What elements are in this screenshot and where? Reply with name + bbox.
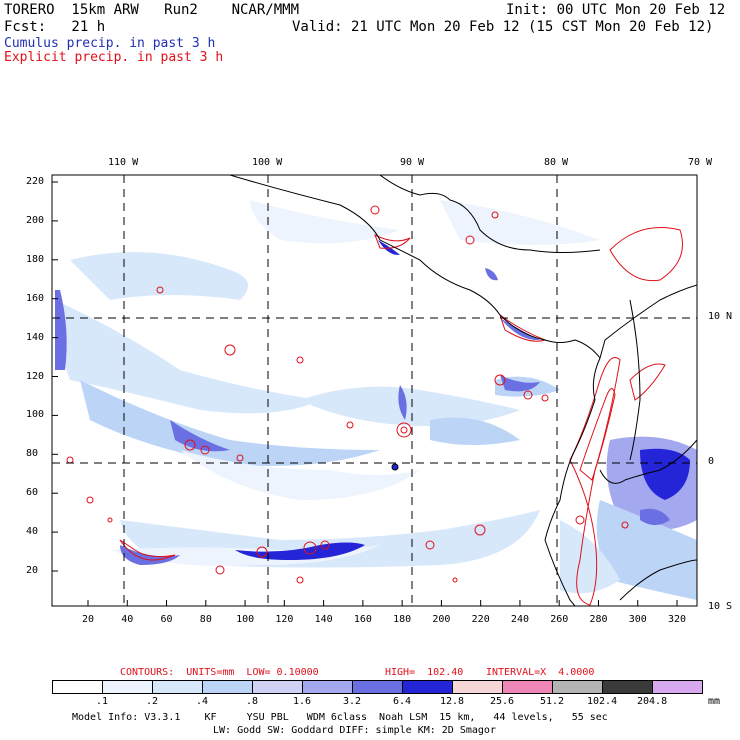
x-tick-label: 160 bbox=[353, 614, 372, 625]
y-tick-label: 120 bbox=[26, 370, 45, 382]
x-tick-label: 260 bbox=[550, 614, 569, 625]
y-tick-label: 60 bbox=[26, 487, 39, 499]
legend-swatch bbox=[52, 680, 103, 694]
init-time: Init: 00 UTC Mon 20 Feb 12 bbox=[506, 2, 726, 18]
map-frame bbox=[51, 174, 698, 607]
coastlines bbox=[229, 175, 697, 606]
y-tick-label: 20 bbox=[26, 565, 39, 576]
contours-interval: INTERVAL=X 4.0000 bbox=[486, 667, 595, 678]
legend-label: 204.8 bbox=[637, 696, 668, 707]
lat-label-10s: 10 S bbox=[708, 601, 733, 612]
legend-label: 25.6 bbox=[490, 696, 515, 707]
y-tick-label: 100 bbox=[26, 409, 45, 421]
model-title: TORERO 15km ARW Run2 NCAR/MMM bbox=[4, 2, 300, 18]
legend-label: 6.4 bbox=[393, 696, 412, 707]
axis-ticks bbox=[52, 181, 678, 606]
y-tick-label: 80 bbox=[26, 448, 39, 460]
y-tick-label: 180 bbox=[26, 253, 45, 265]
legend-label: .2 bbox=[146, 696, 159, 707]
legend-swatch bbox=[652, 680, 703, 694]
lat-label-0: 0 bbox=[708, 456, 715, 467]
lon-label-80w: 80 W bbox=[544, 157, 569, 168]
x-tick-label: 60 bbox=[160, 614, 173, 625]
legend-label: .4 bbox=[196, 696, 209, 707]
precip-shading-layer bbox=[55, 200, 697, 600]
model-info: Model Info: V3.3.1 KF YSU PBL WDM 6class… bbox=[72, 712, 608, 723]
explicit-precip-contours bbox=[66, 205, 683, 606]
lon-label-70w: 70 W bbox=[688, 157, 713, 168]
x-tick-label: 200 bbox=[432, 614, 451, 625]
x-tick-label: 120 bbox=[275, 614, 294, 625]
legend-swatch bbox=[152, 680, 203, 694]
x-tick-label: 100 bbox=[236, 614, 255, 625]
x-tick-label: 180 bbox=[393, 614, 412, 625]
cumulus-precip-label: Cumulus precip. in past 3 h bbox=[4, 36, 216, 51]
legend-swatch bbox=[552, 680, 603, 694]
legend-swatch bbox=[602, 680, 653, 694]
x-tick-label: 240 bbox=[510, 614, 529, 625]
legend-label: .1 bbox=[96, 696, 109, 707]
x-tick-label: 300 bbox=[628, 614, 647, 625]
legend-swatch bbox=[352, 680, 403, 694]
legend-label: 12.8 bbox=[440, 696, 465, 707]
x-tick-label: 40 bbox=[121, 614, 134, 625]
legend-label: 3.2 bbox=[343, 696, 362, 707]
y-tick-label: 40 bbox=[26, 526, 39, 538]
legend-swatch bbox=[302, 680, 353, 694]
lon-label-110w: 110 W bbox=[108, 157, 139, 168]
legend-label: 1.6 bbox=[293, 696, 312, 707]
forecast-hour: Fcst: 21 h bbox=[4, 19, 106, 35]
contours-label: CONTOURS: UNITS=mm LOW= 0.10000 bbox=[120, 667, 319, 678]
graticule bbox=[52, 175, 697, 606]
explicit-precip-label: Explicit precip. in past 3 h bbox=[4, 50, 224, 65]
y-tick-label: 220 bbox=[26, 176, 45, 187]
x-tick-label: 220 bbox=[471, 614, 490, 625]
legend-swatch bbox=[102, 680, 153, 694]
legend-label: 51.2 bbox=[540, 696, 565, 707]
x-tick-label: 20 bbox=[82, 614, 95, 625]
legend-label: .8 bbox=[246, 696, 259, 707]
physics-info: LW: Godd SW: Goddard DIFF: simple KM: 2D… bbox=[213, 725, 496, 736]
legend-label: 102.4 bbox=[587, 696, 618, 707]
legend-swatch bbox=[502, 680, 553, 694]
legend-swatch bbox=[252, 680, 303, 694]
legend-unit: mm bbox=[708, 696, 721, 707]
legend-swatch bbox=[202, 680, 253, 694]
legend-swatch bbox=[452, 680, 503, 694]
x-tick-label: 280 bbox=[589, 614, 608, 625]
y-tick-label: 140 bbox=[26, 331, 45, 343]
lat-label-10n: 10 N bbox=[708, 311, 733, 322]
lon-label-90w: 90 W bbox=[400, 157, 425, 168]
y-tick-label: 160 bbox=[26, 292, 45, 304]
contours-high: HIGH= 102.40 bbox=[385, 667, 464, 678]
lon-label-100w: 100 W bbox=[252, 157, 283, 168]
y-tick-label: 200 bbox=[26, 214, 45, 226]
x-tick-label: 140 bbox=[314, 614, 333, 625]
x-tick-label: 80 bbox=[199, 614, 212, 625]
valid-time: Valid: 21 UTC Mon 20 Feb 12 (15 CST Mon … bbox=[292, 19, 714, 35]
legend-swatch bbox=[402, 680, 453, 694]
x-tick-label: 320 bbox=[668, 614, 687, 625]
